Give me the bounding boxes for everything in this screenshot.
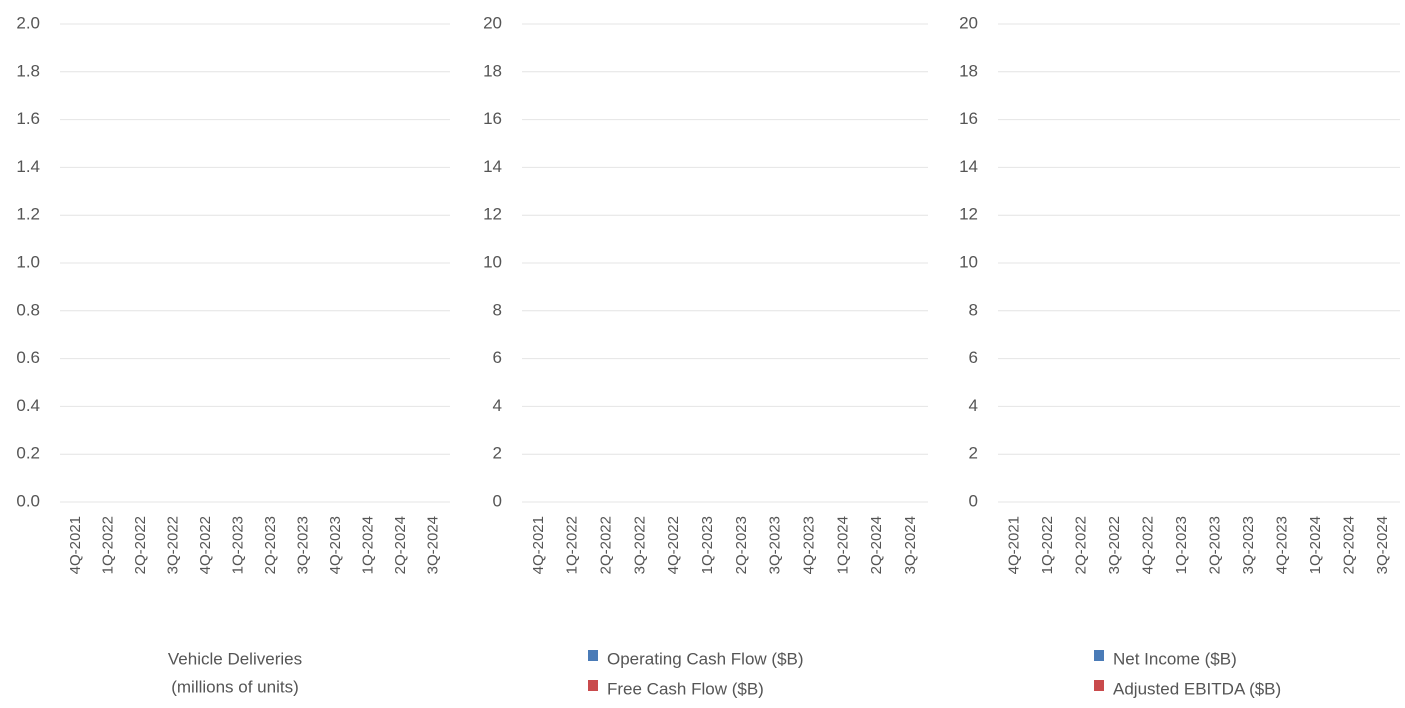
y-tick-label: 1.2 <box>16 205 40 224</box>
y-tick-label: 12 <box>959 205 978 224</box>
y-tick-label: 4 <box>493 396 502 415</box>
y-tick-label: 0.6 <box>16 348 40 367</box>
y-tick-label: 18 <box>483 61 502 80</box>
x-tick-label: 3Q-2023 <box>767 516 784 574</box>
x-tick-label: 4Q-2021 <box>1006 516 1023 574</box>
x-tick-label: 4Q-2022 <box>665 516 682 574</box>
y-tick-label: 1.8 <box>16 61 40 80</box>
axis-label: Vehicle Deliveries <box>168 649 302 668</box>
legend-label: Free Cash Flow ($B) <box>607 679 764 698</box>
x-tick-label: 2Q-2023 <box>1207 516 1224 574</box>
y-tick-label: 1.6 <box>16 109 40 128</box>
y-tick-label: 0.0 <box>16 491 40 510</box>
x-tick-label: 3Q-2024 <box>425 516 442 574</box>
y-tick-label: 0.4 <box>16 396 40 415</box>
x-tick-label: 1Q-2023 <box>699 516 716 574</box>
x-tick-label: 2Q-2022 <box>1073 516 1090 574</box>
y-tick-label: 1.0 <box>16 252 40 271</box>
x-tick-label: 1Q-2024 <box>360 516 377 574</box>
x-tick-label: 1Q-2023 <box>230 516 247 574</box>
x-tick-label: 1Q-2022 <box>1039 516 1056 574</box>
x-tick-label: 2Q-2024 <box>1341 516 1358 574</box>
x-tick-label: 4Q-2022 <box>1140 516 1157 574</box>
y-tick-label: 16 <box>959 109 978 128</box>
legend-swatch <box>588 680 598 691</box>
axis-label: (millions of units) <box>171 677 299 696</box>
x-tick-label: 4Q-2023 <box>801 516 818 574</box>
x-tick-label: 2Q-2024 <box>392 516 409 574</box>
x-tick-label: 4Q-2021 <box>530 516 547 574</box>
legend-label: Operating Cash Flow ($B) <box>607 649 804 668</box>
y-tick-label: 14 <box>959 157 978 176</box>
x-tick-label: 3Q-2022 <box>165 516 182 574</box>
x-tick-label: 3Q-2022 <box>1106 516 1123 574</box>
legend-swatch <box>1094 650 1104 661</box>
x-tick-label: 1Q-2022 <box>564 516 581 574</box>
x-tick-label: 1Q-2023 <box>1173 516 1190 574</box>
y-tick-label: 6 <box>969 348 978 367</box>
y-tick-label: 0 <box>969 491 978 510</box>
x-tick-label: 1Q-2024 <box>834 516 851 574</box>
y-tick-label: 4 <box>969 396 978 415</box>
x-tick-label: 3Q-2023 <box>1240 516 1257 574</box>
x-tick-label: 3Q-2022 <box>631 516 648 574</box>
y-tick-label: 2 <box>969 444 978 463</box>
y-tick-label: 2 <box>493 444 502 463</box>
x-tick-label: 2Q-2022 <box>598 516 615 574</box>
x-tick-label: 1Q-2022 <box>100 516 117 574</box>
y-tick-label: 8 <box>969 300 978 319</box>
x-tick-label: 4Q-2023 <box>1274 516 1291 574</box>
y-tick-label: 2.0 <box>16 13 40 32</box>
y-tick-label: 10 <box>959 252 978 271</box>
y-tick-label: 6 <box>493 348 502 367</box>
y-tick-label: 20 <box>959 13 978 32</box>
y-tick-label: 1.4 <box>16 157 40 176</box>
y-tick-label: 14 <box>483 157 502 176</box>
y-tick-label: 0.8 <box>16 300 40 319</box>
y-tick-label: 8 <box>493 300 502 319</box>
y-tick-label: 18 <box>959 61 978 80</box>
y-tick-label: 0.2 <box>16 444 40 463</box>
y-tick-label: 10 <box>483 252 502 271</box>
x-tick-label: 3Q-2024 <box>1374 516 1391 574</box>
y-tick-label: 0 <box>493 491 502 510</box>
legend-label: Net Income ($B) <box>1113 649 1237 668</box>
x-tick-label: 4Q-2022 <box>197 516 214 574</box>
x-tick-label: 2Q-2024 <box>868 516 885 574</box>
y-tick-label: 20 <box>483 13 502 32</box>
legend-swatch <box>1094 680 1104 691</box>
y-tick-label: 12 <box>483 205 502 224</box>
x-tick-label: 2Q-2023 <box>262 516 279 574</box>
x-tick-label: 4Q-2023 <box>327 516 344 574</box>
x-tick-label: 2Q-2023 <box>733 516 750 574</box>
legend-label: Adjusted EBITDA ($B) <box>1113 679 1281 698</box>
x-tick-label: 2Q-2022 <box>132 516 149 574</box>
x-tick-label: 3Q-2024 <box>902 516 919 574</box>
x-tick-label: 1Q-2024 <box>1307 516 1324 574</box>
legend-swatch <box>588 650 598 661</box>
x-tick-label: 4Q-2021 <box>67 516 84 574</box>
x-tick-label: 3Q-2023 <box>295 516 312 574</box>
y-tick-label: 16 <box>483 109 502 128</box>
